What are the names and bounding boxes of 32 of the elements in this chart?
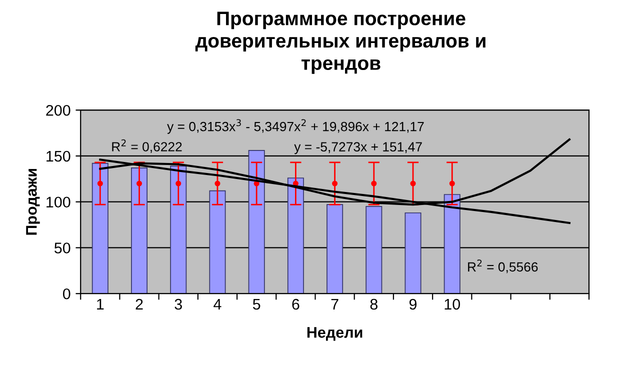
bar [444,194,460,294]
x-tick-label: 8 [370,298,378,310]
x-tick-label: 2 [136,298,143,310]
bar [366,206,382,294]
bar [248,150,265,294]
bar [209,190,226,294]
x-tick-label: 1 [97,299,104,310]
bar [131,167,148,294]
y-axis-title: Продажи [26,168,40,235]
x-tick-label: 9 [409,298,417,310]
bar [326,204,344,294]
x-tick-label: 5 [252,299,260,310]
bar [287,178,304,294]
x-tick-label: 6 [292,298,300,310]
annotation: y = -5,7273x + 151,47 [294,142,422,154]
chart-title: Программное построение доверительных интервалов и трендов [195,12,486,74]
y-tick-label: 100 [46,196,70,208]
y-tick-label: 0 [62,288,70,300]
annotation: R$^{2}$ = 0,5566 [468,260,538,274]
y-tick-label: 150 [46,150,70,162]
x-tick-label: 7 [331,299,338,310]
x-tick-label: 4 [214,299,222,310]
annotation: y = 0,3153x$^{3}$ - 5,3497x$^{2}$ + 19,896x + 121,17 [167,119,424,134]
bar [170,166,187,294]
x-axis-title: Недели [307,327,362,341]
bar [92,162,108,294]
bar [404,212,422,294]
y-tick-label: 200 [46,104,70,116]
y-tick-label: 50 [54,242,70,254]
x-tick-label: 3 [174,298,182,310]
annotation: R$^{2}$ = 0,6222 [112,139,182,153]
x-tick-label: 10 [444,298,460,310]
